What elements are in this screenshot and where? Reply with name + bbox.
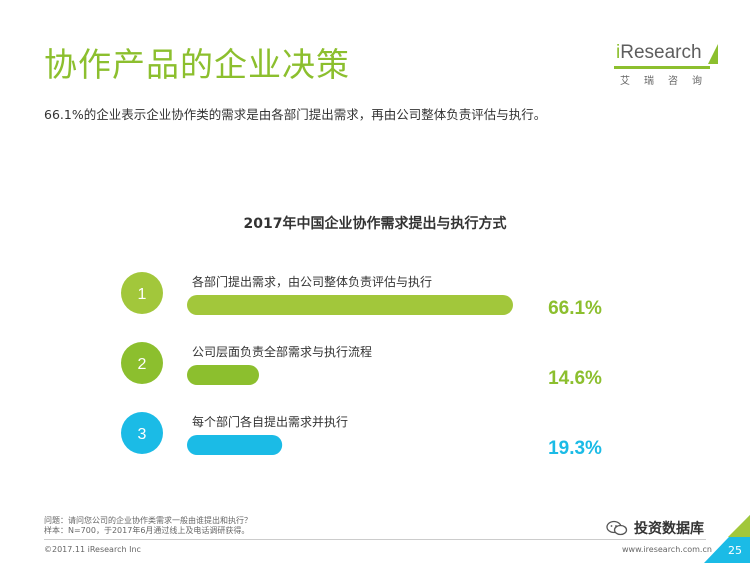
index-circle [121,342,163,384]
value-label: 14.6% [548,368,602,389]
copyright: ©2017.11 iResearch Inc [44,545,141,554]
wechat-icon [606,520,628,536]
index-circle [121,412,163,454]
wechat-watermark: 投资数据库 [606,518,704,538]
iresearch-logo: iResearch 艾瑞咨询 [614,42,720,87]
index-circle [121,272,163,314]
category-label: 每个部门各自提出需求并执行 [192,414,348,429]
page-title: 协作产品的企业决策 [44,45,350,84]
website-url[interactable]: www.iresearch.com.cn [622,545,712,554]
logo-wordmark: iResearch [616,42,702,63]
logo-underline [614,66,710,69]
index-number: 2 [138,356,147,373]
footnote-sample: 样本：N=700，于2017年6月通过线上及电话调研获得。 [44,526,250,535]
logo-flag-shape [708,44,718,64]
category-label: 各部门提出需求，由公司整体负责评估与执行 [192,274,432,289]
value-label: 66.1% [548,298,602,319]
bar-chart: 1 各部门提出需求，由公司整体负责评估与执行 66.1% 2 公司层面负责全部需求与执行… [121,272,602,459]
page-number: 25 [728,544,742,557]
index-number: 1 [138,286,147,303]
bar [187,365,260,385]
bar [187,295,513,315]
chart-title: 2017年中国企业协作需求提出与执行方式 [243,216,507,232]
index-number: 3 [138,426,147,443]
logo-subtitle: 艾瑞咨询 [620,76,716,87]
page-subtitle: 66.1%的企业表示企业协作类的需求是由各部门提出需求，再由公司整体负责评估与执… [44,107,547,122]
category-label: 公司层面负责全部需求与执行流程 [192,344,372,359]
bar [187,435,283,455]
watermark-text: 投资数据库 [634,521,704,537]
footer-divider [44,539,706,540]
corner-decoration [704,515,750,563]
footnote-question: 问题：请问您公司的企业协作类需求一般由谁提出和执行？ [44,516,252,525]
value-label: 19.3% [548,438,602,459]
